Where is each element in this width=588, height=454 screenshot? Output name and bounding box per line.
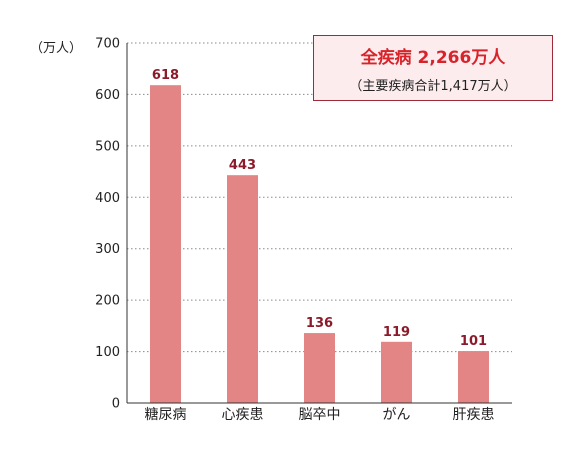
- y-tick-label: 700: [95, 37, 120, 52]
- category-label: がん: [383, 407, 411, 423]
- category-label: 糖尿病: [145, 407, 187, 423]
- y-tick-label: 600: [95, 88, 120, 103]
- bars: 618 443 136 119 101: [150, 68, 489, 404]
- bar-1: [150, 85, 181, 404]
- y-tick-label: 400: [95, 191, 120, 206]
- y-tick-label: 300: [95, 242, 120, 257]
- y-tick-label: 0: [112, 397, 120, 412]
- y-axis: 0 100 200 300 400 500 600 700: [95, 37, 128, 412]
- category-label: 肝疾患: [453, 407, 495, 423]
- bar-3: [304, 333, 335, 403]
- callout-title: 全疾病 2,266万人: [360, 48, 506, 68]
- y-tick-label: 100: [95, 345, 120, 360]
- x-axis: 糖尿病 心疾患 脳卒中 がん 肝疾患: [127, 402, 512, 423]
- category-label: 脳卒中: [299, 407, 341, 423]
- value-label: 136: [306, 316, 333, 331]
- y-axis-unit-label: （万人）: [30, 41, 82, 56]
- value-label: 443: [229, 158, 256, 173]
- y-tick-label: 500: [95, 139, 120, 154]
- bar-4: [381, 341, 412, 403]
- value-label: 119: [383, 325, 410, 340]
- bar-2: [227, 175, 258, 403]
- bar-5: [458, 351, 489, 403]
- category-label: 心疾患: [222, 407, 264, 423]
- callout-subtitle: （主要疾病合計1,417万人）: [349, 79, 517, 94]
- value-label: 101: [460, 334, 487, 349]
- value-label: 618: [152, 68, 179, 83]
- total-callout-box: 全疾病 2,266万人 （主要疾病合計1,417万人）: [313, 35, 553, 101]
- y-tick-label: 200: [95, 294, 120, 309]
